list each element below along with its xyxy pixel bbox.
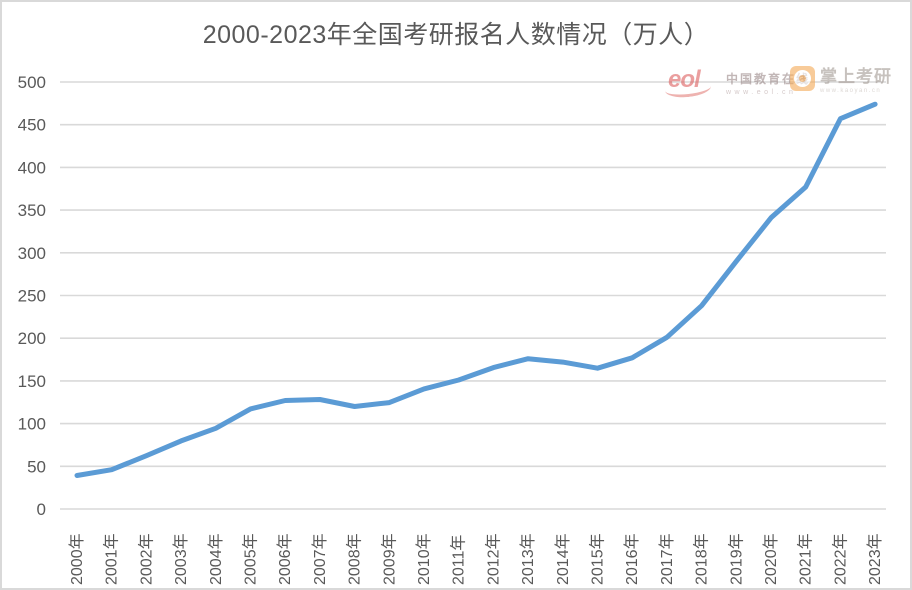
x-tick-label: 2009年 bbox=[380, 533, 398, 585]
x-tick-label: 2013年 bbox=[519, 533, 537, 585]
x-tick-label: 2014年 bbox=[554, 533, 572, 585]
eol-logo-text: eol bbox=[668, 66, 701, 93]
kaoyan-logo-circle bbox=[794, 69, 811, 87]
x-tick-label: 2000年 bbox=[68, 533, 86, 585]
x-tick-label: 2008年 bbox=[346, 533, 364, 585]
y-tick-label: 100 bbox=[18, 415, 46, 434]
y-tick-label: 250 bbox=[18, 287, 46, 306]
x-tick-label: 2021年 bbox=[797, 533, 815, 585]
x-tick-label: 2012年 bbox=[484, 533, 502, 585]
y-tick-label: 200 bbox=[18, 329, 46, 348]
y-tick-label: 150 bbox=[18, 372, 46, 391]
x-tick-label: 2011年 bbox=[450, 535, 468, 585]
watermark-eol: eol 中国教育在线 www.eol.cn bbox=[664, 66, 811, 100]
kaoyan-logo-name: 掌上考研 bbox=[820, 67, 892, 86]
data-line bbox=[74, 101, 878, 478]
x-tick-label: 2010年 bbox=[415, 533, 433, 585]
x-tick-label: 2023年 bbox=[866, 533, 884, 585]
eol-logo-icon: eol bbox=[664, 66, 720, 100]
kaoyan-logo-dot bbox=[799, 74, 806, 82]
x-tick-label: 2019年 bbox=[727, 533, 745, 585]
x-tick-label: 2003年 bbox=[172, 533, 190, 585]
y-tick-label: 450 bbox=[18, 116, 46, 135]
y-tick-label: 300 bbox=[18, 244, 46, 263]
x-tick-label: 2007年 bbox=[311, 533, 329, 585]
kaoyan-logo-icon bbox=[790, 65, 815, 91]
y-tick-label: 0 bbox=[37, 500, 46, 519]
x-tick-label: 2005年 bbox=[242, 533, 260, 585]
eol-logo-name: 中国教育在线 bbox=[726, 72, 811, 86]
y-tick-label: 50 bbox=[27, 457, 46, 476]
kaoyan-logo-url: www.kaoyan.cn bbox=[820, 88, 882, 94]
chart-title: 2000-2023年全国考研报名人数情况（万人） bbox=[202, 21, 710, 49]
x-tick-label: 2001年 bbox=[103, 533, 121, 585]
x-tick-label: 2022年 bbox=[831, 533, 849, 585]
x-tick-label: 2006年 bbox=[276, 533, 294, 585]
x-tick-label: 2015年 bbox=[589, 533, 607, 585]
watermark-kaoyan: 掌上考研 www.kaoyan.cn bbox=[790, 62, 892, 94]
x-tick-label: 2018年 bbox=[693, 533, 711, 585]
y-tick-label: 400 bbox=[18, 158, 46, 177]
x-tick-label: 2004年 bbox=[207, 533, 225, 585]
y-tick-label: 350 bbox=[18, 201, 46, 220]
y-tick-label: 500 bbox=[18, 73, 46, 92]
x-tick-label: 2020年 bbox=[762, 533, 780, 585]
x-tick-label: 2002年 bbox=[137, 533, 155, 585]
x-tick-label: 2017年 bbox=[658, 533, 676, 585]
x-tick-label: 2016年 bbox=[623, 533, 641, 585]
eol-logo-url: www.eol.cn bbox=[726, 89, 797, 96]
